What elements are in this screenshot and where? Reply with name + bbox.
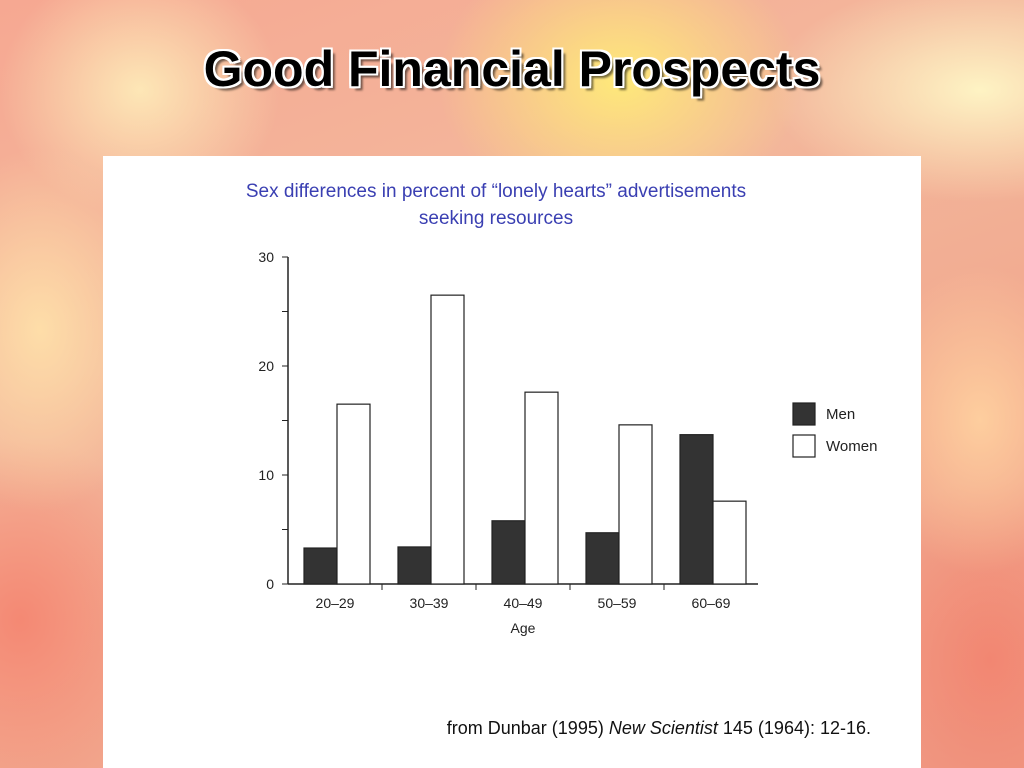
y-tick-label: 20 [258,358,274,374]
x-tick-label: 20–29 [316,595,355,611]
slide-title: Good Financial Prospects [203,41,821,97]
y-tick-label: 10 [258,467,274,483]
y-tick-label: 30 [258,249,274,265]
x-tick-label: 30–39 [410,595,449,611]
x-axis-label: Age [511,620,536,636]
x-tick-label: 60–69 [692,595,731,611]
bar-men-3 [585,532,620,585]
chart-title-line-1: Sex differences in percent of “lonely he… [245,181,747,202]
bar-women-2 [524,391,559,585]
bar-women-0 [336,403,371,585]
bar-chart: 0 10 20 30 20–29 30–39 40–49 50–59 60–69 Age Men Wo… [258,249,877,636]
bar-women-3 [618,424,653,585]
x-tick-label: 50–59 [598,595,637,611]
chart-title-line-2: seeking resources [418,208,574,229]
legend-swatch-women [792,434,816,458]
legend-label-women: Women [826,438,877,455]
bar-men-4 [679,434,714,585]
chart-panel: Sex differences in percent of “lonely he… [103,156,921,768]
citation-suffix: 145 (1964): 12-16. [717,718,871,738]
chart-title: Sex differences in percent of “lonely he… [103,178,889,232]
bar-men-1 [397,546,432,585]
citation-prefix: from Dunbar (1995) [446,718,609,738]
y-tick-label: 0 [266,576,274,592]
bar-men-0 [303,547,338,585]
bar-men-2 [491,520,526,585]
bar-women-4 [712,500,747,585]
citation: from Dunbar (1995) New Scientist 145 (19… [447,718,871,739]
legend-label-men: Men [826,406,855,423]
citation-journal: New Scientist [608,718,718,738]
x-tick-label: 40–49 [504,595,543,611]
bar-women-1 [430,294,465,585]
legend-swatch-men [792,402,816,426]
